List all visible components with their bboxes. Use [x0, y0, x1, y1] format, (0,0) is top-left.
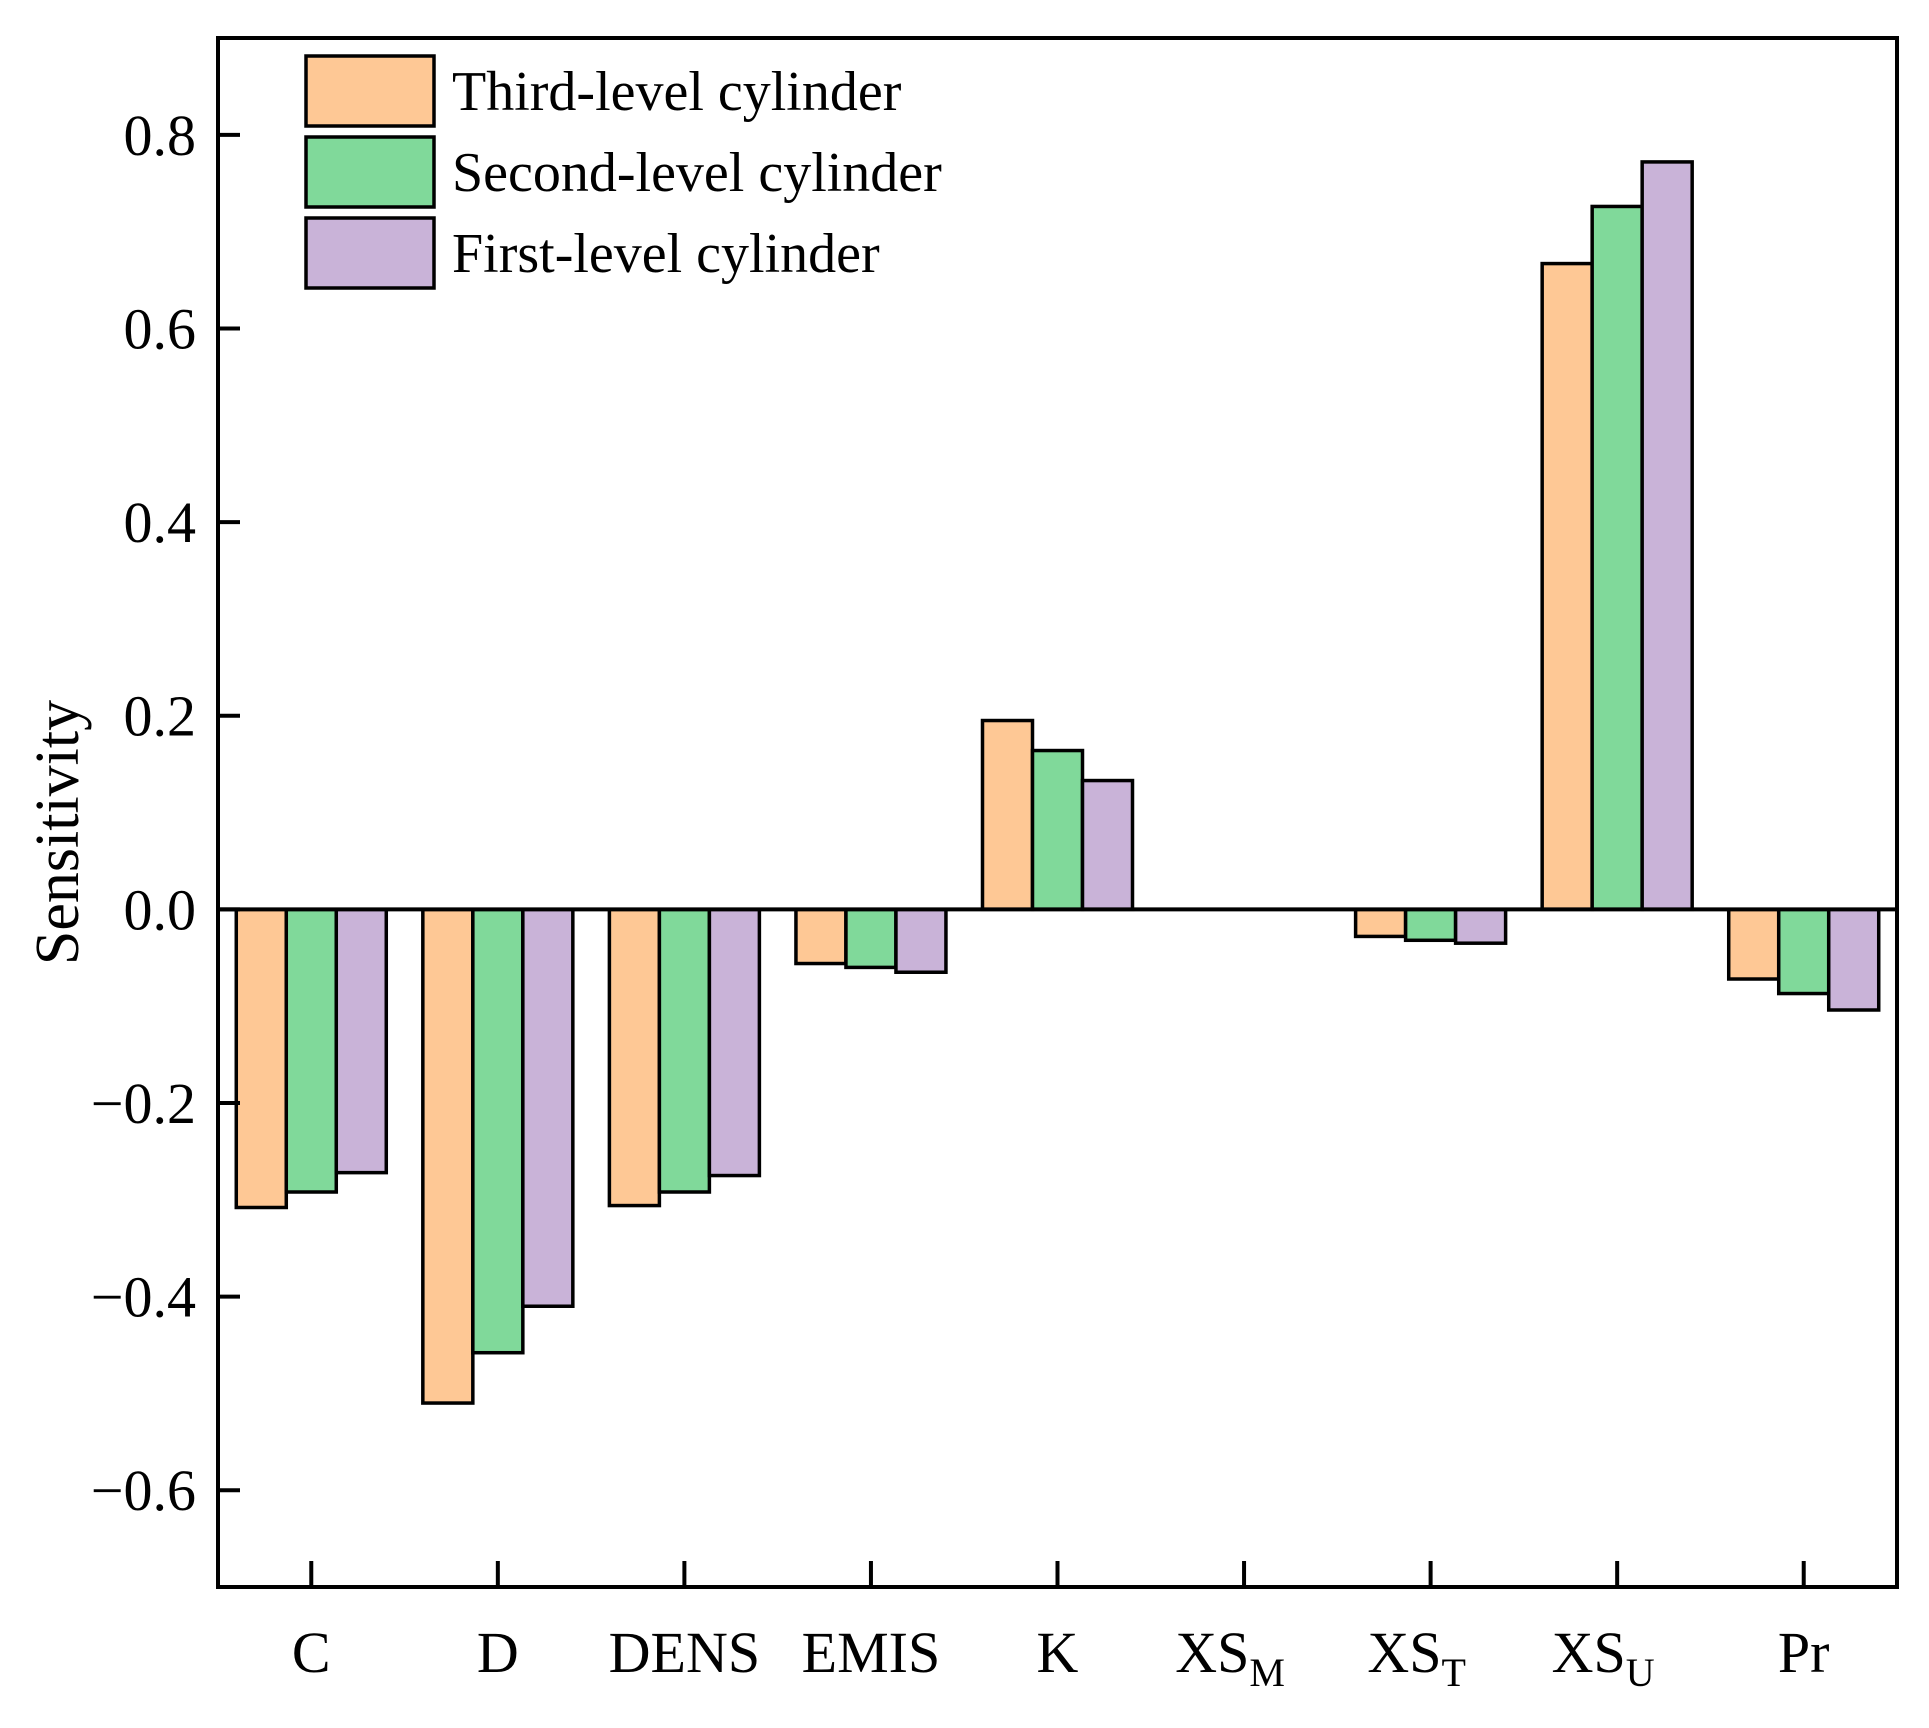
x-tick-label-subscript: U — [1626, 1650, 1655, 1695]
bar-1-9 — [1726, 907, 1781, 981]
x-tick-label: K — [1037, 1620, 1079, 1685]
x-tick-label: XST — [1367, 1620, 1466, 1695]
x-tick-label-base: XS — [1367, 1620, 1441, 1685]
legend-label: First-level cylinder — [452, 223, 880, 285]
y-tick-label: 0.0 — [124, 877, 197, 942]
bar-3-8 — [1640, 160, 1694, 912]
x-tick-label: DENS — [609, 1620, 760, 1685]
bar-3-4 — [894, 907, 948, 974]
x-tick-label-base: XS — [1175, 1620, 1249, 1685]
bar-2-1 — [284, 907, 339, 1194]
bar-1-7 — [1353, 907, 1408, 939]
y-tick-label: 0.4 — [124, 490, 197, 555]
bar-2-4 — [844, 907, 898, 970]
x-axis: C D DENS EMIS K XSM XST XSU Pr — [292, 1561, 1830, 1695]
legend-swatch — [304, 54, 436, 128]
y-tick-label: 0.2 — [124, 684, 197, 749]
bar-1-2 — [421, 907, 475, 1405]
x-tick-label-base: C — [292, 1620, 331, 1685]
bar-2-8 — [1590, 204, 1644, 912]
x-tick-label: C — [292, 1620, 331, 1685]
y-tick-label: −0.6 — [91, 1458, 196, 1523]
bar-1-5 — [980, 718, 1035, 912]
y-tick-label: 0.8 — [124, 103, 197, 168]
x-tick-label-subscript: T — [1441, 1650, 1465, 1695]
legend: Third-level cylinder Second-level cylinde… — [304, 54, 942, 290]
bar-3-9 — [1826, 907, 1881, 1012]
bar-3-7 — [1453, 907, 1508, 945]
x-tick-label: EMIS — [802, 1620, 941, 1685]
x-tick-label-base: D — [477, 1620, 519, 1685]
x-tick-label-subscript: M — [1249, 1650, 1285, 1695]
x-tick-label-base: DENS — [609, 1620, 760, 1685]
bar-3-5 — [1080, 778, 1135, 912]
legend-label: Third-level cylinder — [452, 61, 902, 123]
x-tick-label-base: EMIS — [802, 1620, 941, 1685]
bar-1-1 — [234, 907, 289, 1210]
bar-2-5 — [1030, 748, 1085, 912]
bar-1-8 — [1540, 261, 1594, 912]
x-tick-label-base: XS — [1552, 1620, 1626, 1685]
y-axis: 0.8 0.6 0.4 0.2 0.0 −0.2 −0.4 −0.6 — [91, 103, 240, 1523]
bar-3-2 — [521, 907, 575, 1308]
bar-1-3 — [607, 907, 662, 1208]
legend-swatch — [304, 135, 436, 209]
legend-label: Second-level cylinder — [452, 142, 942, 204]
bar-2-7 — [1403, 907, 1458, 943]
y-axis-title: Sensitivity — [24, 700, 92, 965]
bar-2-3 — [657, 907, 712, 1194]
bar-3-1 — [334, 907, 389, 1175]
y-tick-label: 0.6 — [124, 296, 197, 361]
y-tick-label: −0.4 — [91, 1265, 196, 1330]
legend-swatch — [304, 216, 436, 290]
x-tick-label: XSU — [1552, 1620, 1655, 1695]
y-tick-label: −0.2 — [91, 1071, 196, 1136]
x-tick-label-base: Pr — [1778, 1620, 1830, 1685]
bars-layer — [234, 160, 1881, 1405]
bar-3-3 — [707, 907, 762, 1178]
bar-1-4 — [794, 907, 848, 966]
bar-2-9 — [1776, 907, 1831, 996]
x-tick-label: XSM — [1175, 1620, 1285, 1695]
x-tick-label: Pr — [1778, 1620, 1830, 1685]
x-tick-label-base: K — [1037, 1620, 1079, 1685]
bar-2-2 — [471, 907, 525, 1355]
x-tick-label: D — [477, 1620, 519, 1685]
